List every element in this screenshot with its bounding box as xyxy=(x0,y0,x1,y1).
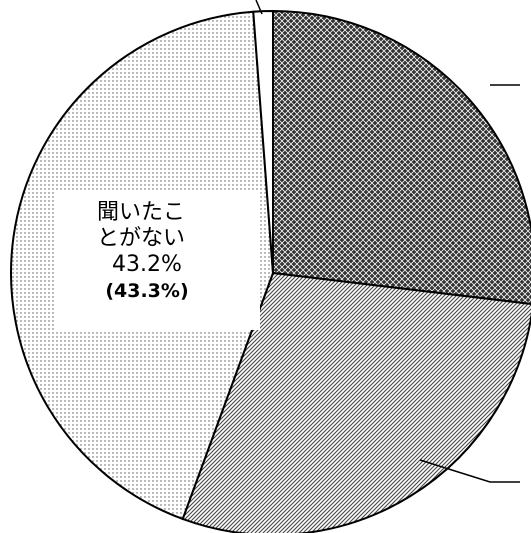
label-box xyxy=(55,190,260,330)
slice-label: 聞いたことがない 43.2% (43.3%) xyxy=(72,200,222,304)
category-label: 聞いたことがない xyxy=(97,200,186,251)
value-label: 43.2% xyxy=(112,252,182,277)
pie-slice xyxy=(272,9,531,305)
secondary-label: (43.3%) xyxy=(105,280,189,302)
pie-slice xyxy=(252,9,274,274)
leader-lines xyxy=(255,0,520,483)
